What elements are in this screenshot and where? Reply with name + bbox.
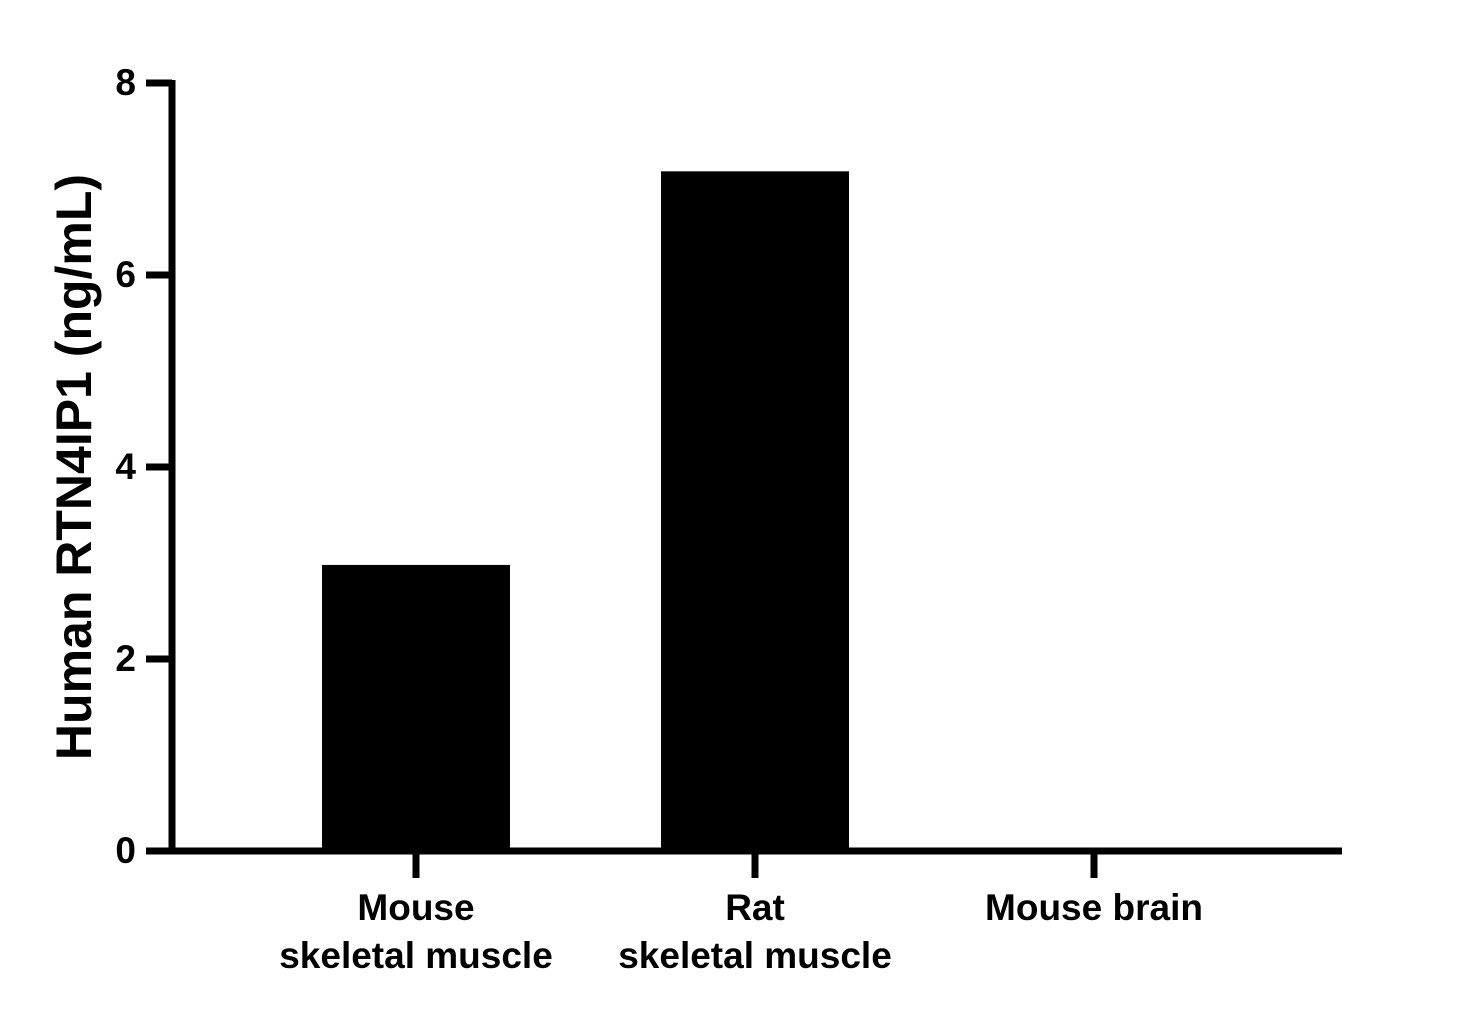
x-tick-label: Mouse skeletal muscle: [279, 887, 553, 976]
y-tick-label: 4: [115, 446, 136, 487]
y-axis-title: Human RTN4IP1 (ng/mL): [46, 174, 102, 760]
y-tick-label: 2: [115, 638, 136, 679]
bar: [322, 564, 510, 851]
x-tick-label: Mouse brain: [985, 887, 1203, 928]
x-tick-label: Rat skeletal muscle: [618, 887, 892, 976]
y-tick-label: 8: [115, 62, 136, 103]
bar: [661, 171, 849, 851]
y-tick-label: 6: [115, 254, 136, 295]
y-tick-label: 0: [115, 830, 136, 871]
